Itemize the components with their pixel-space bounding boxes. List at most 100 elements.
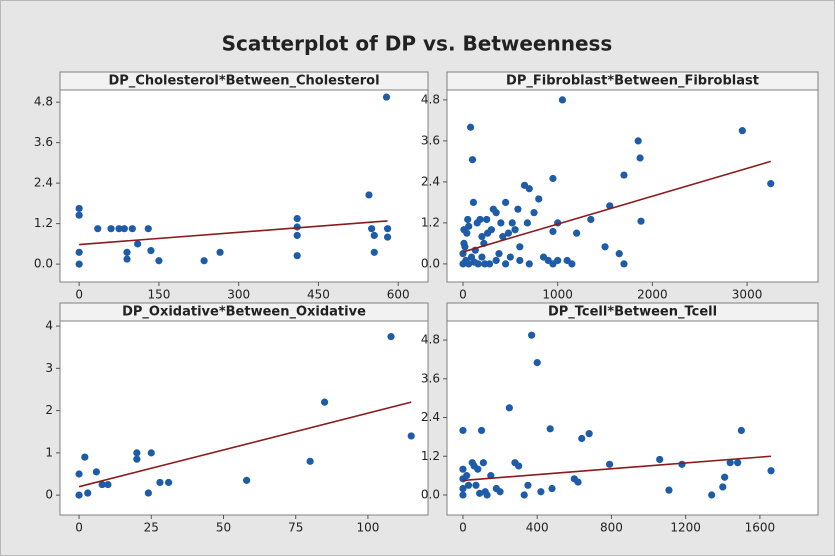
point	[478, 232, 486, 241]
point	[464, 481, 473, 489]
point	[492, 209, 500, 217]
trend-line	[78, 401, 412, 488]
point	[383, 233, 392, 241]
point	[514, 205, 522, 213]
point	[504, 229, 513, 237]
point	[75, 204, 83, 213]
point	[605, 460, 614, 468]
point	[98, 480, 106, 489]
point	[459, 491, 467, 499]
point	[546, 425, 554, 433]
point	[147, 449, 155, 457]
point	[478, 253, 486, 261]
y-tick-label: 2.4	[34, 176, 53, 190]
y-tick-label: 1.2	[421, 215, 440, 229]
x-tick-label: 300	[227, 288, 250, 302]
point	[463, 472, 471, 480]
x-tick-label: 450	[307, 288, 330, 302]
point	[524, 481, 532, 489]
panel-title: DP_Fibroblast*Between_Fibroblast	[506, 74, 759, 89]
point	[469, 198, 478, 206]
y-tick-label: 0.0	[34, 257, 53, 271]
point	[293, 252, 301, 260]
point	[585, 430, 593, 438]
point	[75, 491, 83, 499]
y-tick-label: 4.8	[421, 333, 440, 347]
y-tick-label: 3.6	[34, 135, 53, 149]
y-tick-label: 1.2	[421, 449, 440, 463]
point	[568, 260, 576, 268]
point	[549, 227, 557, 236]
point	[505, 404, 513, 412]
point	[156, 478, 164, 487]
point	[525, 260, 533, 268]
point	[573, 229, 581, 237]
y-tick-label: 4.8	[421, 92, 440, 106]
point	[387, 333, 395, 341]
point	[370, 231, 378, 240]
x-tick-label: 400	[526, 521, 549, 535]
x-tick-label: 1000	[542, 288, 573, 302]
point	[767, 180, 775, 188]
point	[84, 489, 92, 497]
point	[516, 256, 524, 265]
x-tick-label: 150	[147, 288, 170, 302]
y-tick-label: 0	[45, 488, 53, 502]
point	[293, 223, 301, 231]
point	[155, 257, 163, 265]
point	[601, 243, 609, 251]
y-tick-label: 3.6	[421, 133, 440, 147]
x-tick-label: 600	[387, 288, 410, 302]
point	[459, 426, 467, 435]
chart-title: Scatterplot of DP vs. Betweenness	[222, 32, 613, 56]
point	[147, 247, 155, 255]
trend-line	[79, 220, 388, 246]
point	[492, 256, 500, 265]
point	[468, 156, 477, 164]
point	[460, 239, 468, 247]
point	[115, 225, 123, 233]
point	[528, 331, 536, 339]
point	[554, 256, 562, 265]
point	[530, 209, 538, 217]
point	[499, 232, 507, 241]
point	[734, 459, 742, 467]
point	[306, 457, 314, 465]
point	[620, 260, 628, 268]
point	[123, 248, 131, 256]
point	[81, 453, 89, 461]
point	[481, 260, 489, 268]
point	[94, 225, 102, 233]
point	[104, 480, 112, 489]
point	[535, 195, 543, 203]
point	[578, 434, 586, 443]
point	[549, 174, 557, 183]
y-tick-label: 4.8	[34, 95, 53, 109]
point	[474, 260, 482, 268]
point	[370, 248, 378, 256]
panel-title: DP_Oxidative*Between_Oxidative	[122, 305, 366, 320]
point	[407, 432, 415, 440]
x-tick-label: 100	[356, 521, 379, 535]
point	[459, 260, 467, 268]
point	[634, 137, 642, 145]
point	[107, 225, 115, 233]
point	[144, 489, 152, 497]
point	[75, 211, 83, 219]
point	[460, 226, 468, 234]
point	[476, 215, 484, 224]
point	[708, 491, 716, 499]
point	[678, 460, 686, 468]
point	[320, 398, 329, 406]
x-tick-label: 0	[459, 288, 467, 302]
point	[144, 225, 152, 233]
point	[92, 468, 100, 476]
point	[477, 426, 486, 435]
x-tick-label: 2000	[637, 288, 668, 302]
panel-title: DP_Cholesterol*Between_Cholesterol	[108, 74, 379, 89]
point	[497, 219, 505, 227]
point	[767, 467, 775, 475]
point	[383, 225, 392, 233]
